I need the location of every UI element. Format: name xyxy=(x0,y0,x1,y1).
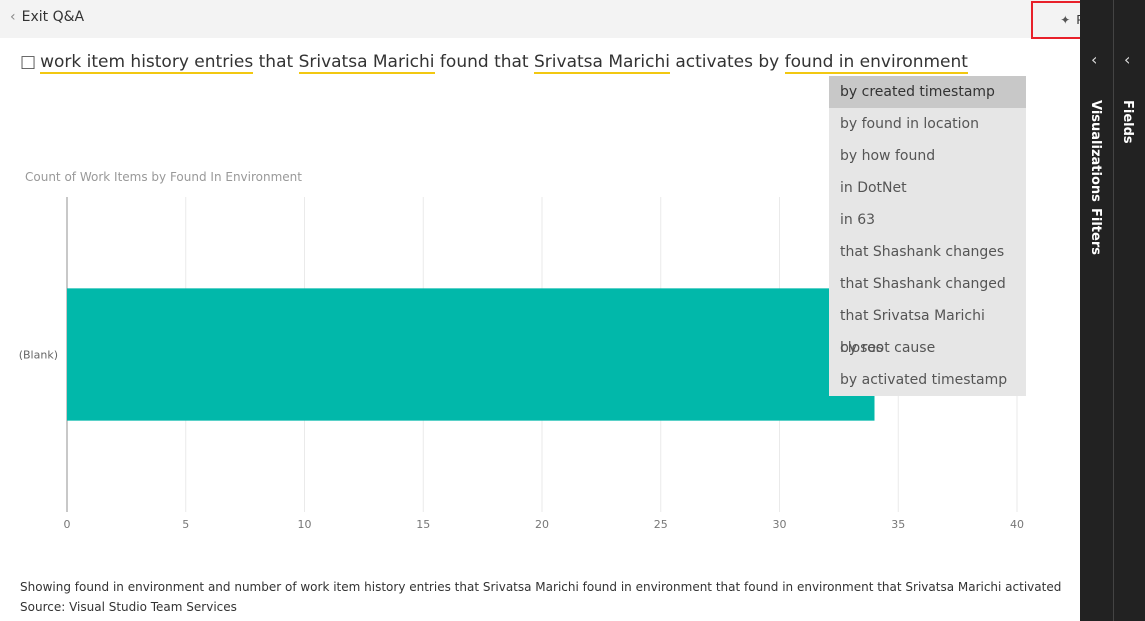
description: Showing found in environment and number … xyxy=(20,580,1062,594)
x-tick-label: 35 xyxy=(891,518,905,531)
visualizations-label[interactable]: Visualizations xyxy=(1088,100,1103,202)
top-bar xyxy=(0,0,1080,38)
panel-header xyxy=(1080,0,1114,38)
question-text: that xyxy=(253,52,299,72)
suggestion[interactable]: by root cause xyxy=(829,332,1026,364)
source: Source: Visual Studio Team Services xyxy=(20,600,237,614)
suggestion[interactable]: in 63 xyxy=(829,204,1026,236)
question-term[interactable]: Srivatsa Marichi xyxy=(534,52,670,74)
collapse-chevron[interactable]: ‹ xyxy=(1124,50,1131,69)
question-term[interactable]: work item history entries xyxy=(40,52,254,74)
exit-label: Exit Q&A xyxy=(21,9,85,25)
chart: Count of Work Items by Found In Environm… xyxy=(19,170,1024,531)
exit-button[interactable]: ‹ Exit Q&A xyxy=(10,9,84,25)
question-term[interactable]: Srivatsa Marichi xyxy=(298,52,435,74)
fields-panel[interactable] xyxy=(1114,0,1145,621)
question[interactable]: □ work item history entries that Srivatsa… xyxy=(20,52,968,74)
x-tick-label: 10 xyxy=(298,518,312,531)
x-tick-label: 15 xyxy=(416,518,430,531)
suggestion[interactable]: that Shashank changed xyxy=(829,268,1026,300)
question-text: activates by xyxy=(669,52,785,72)
x-tick-label: 30 xyxy=(773,518,787,531)
x-tick-label: 0 xyxy=(64,518,71,531)
suggestion[interactable]: by how found xyxy=(829,140,1026,172)
visualizations-panel[interactable] xyxy=(1080,38,1114,621)
suggestion[interactable]: in DotNet xyxy=(829,172,1026,204)
fields-label[interactable]: Fields xyxy=(1120,100,1135,144)
suggestion[interactable]: by activated timestamp xyxy=(829,364,1026,396)
question-term[interactable]: found in environment xyxy=(784,52,968,74)
pin-icon: ✦ xyxy=(1060,13,1071,27)
filters-label[interactable]: Filters xyxy=(1088,208,1103,255)
bar xyxy=(67,288,875,421)
suggestion-list: by created timestamp by found in location… xyxy=(829,76,1026,396)
suggestion[interactable]: that Srivatsa Marichi closes xyxy=(829,300,1026,356)
x-tick-label: 5 xyxy=(182,518,189,531)
suggestion[interactable]: by found in location xyxy=(829,108,1026,140)
chevron: ‹ xyxy=(10,9,16,25)
x-tick-label: 40 xyxy=(1010,518,1024,531)
speech-icon: □ xyxy=(20,52,37,72)
suggestion[interactable]: that Shashank changes xyxy=(829,236,1026,268)
chart-title: Count of Work Items by Found In Environm… xyxy=(25,170,302,184)
x-tick-label: 25 xyxy=(654,518,668,531)
collapse-chevron[interactable]: ‹ xyxy=(1091,50,1098,69)
question-text: found that xyxy=(434,52,534,72)
suggestion[interactable]: by created timestamp xyxy=(829,76,1026,108)
x-tick-label: 20 xyxy=(535,518,549,531)
footer: Showing found in environment and number … xyxy=(20,577,1061,617)
y-tick-label: (Blank) xyxy=(19,349,58,362)
